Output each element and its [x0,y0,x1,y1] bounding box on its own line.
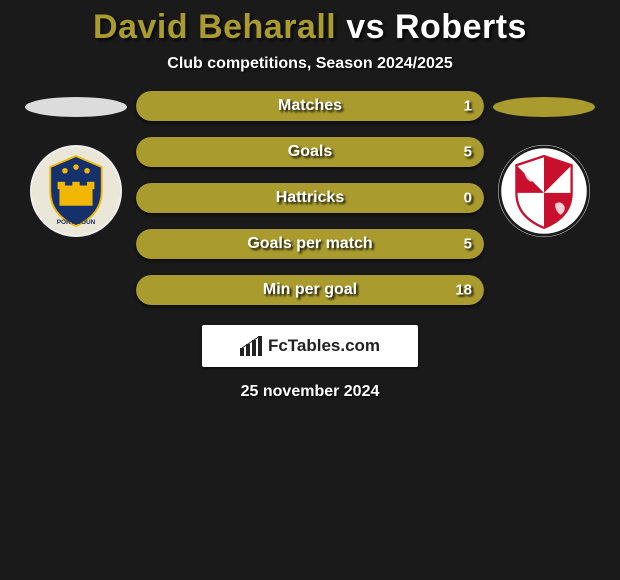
player2-marker [493,97,595,117]
stat-value-right: 1 [464,98,472,115]
branding-text: FcTables.com [268,336,380,356]
player1-crest: PORT COUN [30,145,122,237]
date-label: 25 november 2024 [241,383,380,401]
stat-label: Hattricks [276,189,344,207]
lincoln-city-crest-icon [498,145,590,237]
stat-value-right: 5 [464,144,472,161]
branding-badge: FcTables.com [202,325,418,367]
stat-label: Min per goal [263,281,357,299]
stat-bar: Goals 5 [136,137,484,167]
stat-bar: Min per goal 18 [136,275,484,305]
svg-text:PORT COUN: PORT COUN [57,219,96,226]
comparison-card: David Beharall vs Roberts Club competiti… [0,0,620,401]
player1-name: David Beharall [93,8,336,46]
page-title: David Beharall vs Roberts [93,8,527,47]
left-column: PORT COUN [16,91,136,237]
stat-value-right: 18 [455,282,472,299]
player2-crest [498,145,590,237]
stat-bar: Goals per match 5 [136,229,484,259]
stat-label: Goals [288,143,332,161]
stat-label: Goals per match [247,235,372,253]
subtitle: Club competitions, Season 2024/2025 [167,55,452,73]
stat-value-right: 5 [464,236,472,253]
stat-value-right: 0 [464,190,472,207]
stockport-county-crest-icon: PORT COUN [30,145,122,237]
right-column [484,91,604,237]
main-row: PORT COUN Matches 1 Goals 5 Hattricks 0 Goals … [0,91,620,305]
player2-name: Roberts [395,8,527,46]
stat-label: Matches [278,97,342,115]
stat-bar: Matches 1 [136,91,484,121]
stat-bars: Matches 1 Goals 5 Hattricks 0 Goals per match 5… [136,91,484,305]
player1-marker [25,97,127,117]
title-vs: vs [346,8,385,46]
stat-bar: Hattricks 0 [136,183,484,213]
chart-bar-icon [240,336,262,356]
